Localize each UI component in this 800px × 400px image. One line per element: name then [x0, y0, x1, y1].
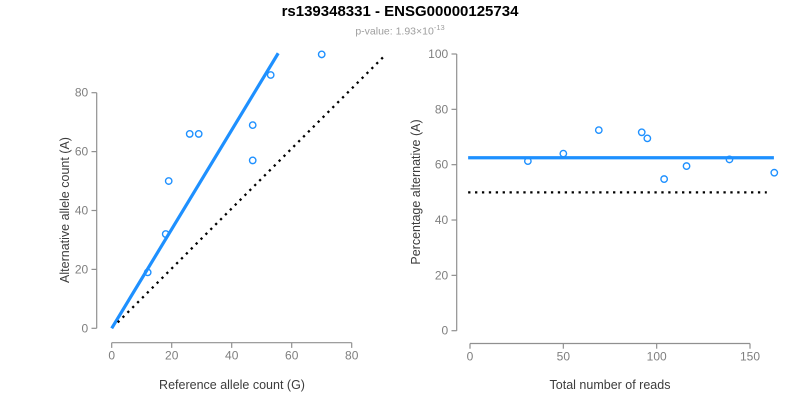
left-xaxis-title: Reference allele count (G) — [159, 378, 305, 392]
data-point — [682, 162, 691, 170]
right-yaxis-title: Percentage alternative (A) — [409, 119, 423, 265]
data-point — [559, 149, 568, 158]
x-tick-label: 50 — [557, 350, 571, 364]
data-point — [643, 134, 652, 143]
data-point — [317, 50, 326, 59]
y-tick-label: 0 — [442, 324, 449, 338]
data-point — [164, 177, 173, 185]
y-tick-label: 20 — [435, 268, 449, 282]
x-tick-label: 60 — [285, 349, 299, 363]
figure-title: rs139348331 - ENSG00000125734 — [281, 3, 519, 20]
y-tick-label: 20 — [75, 262, 89, 276]
fit-line — [110, 52, 280, 330]
data-point — [185, 130, 194, 138]
y-tick-label: 40 — [435, 213, 449, 227]
data-point — [725, 155, 734, 164]
left-plot: 0 20 40 60 80 0 20 40 60 80 — [75, 50, 386, 363]
data-point — [523, 157, 532, 165]
x-tick-label: 100 — [647, 350, 667, 364]
y-tick-label: 0 — [82, 321, 89, 335]
y-tick-label: 60 — [435, 158, 449, 172]
y-tick-label: 40 — [75, 204, 89, 218]
data-point — [161, 230, 170, 238]
x-tick-label: 0 — [108, 349, 115, 363]
x-tick-label: 0 — [467, 350, 474, 364]
y-tick-label: 100 — [428, 47, 448, 61]
data-point — [194, 130, 203, 138]
x-tick-label: 40 — [225, 349, 239, 363]
y-tick-label: 80 — [75, 86, 89, 100]
data-point — [594, 126, 603, 134]
x-tick-label: 80 — [345, 349, 359, 363]
data-point — [637, 128, 646, 137]
figure-subtitle: p-value: 1.93×10-13 — [0, 23, 800, 38]
left-yaxis-title: Alternative allele count (A) — [58, 137, 72, 283]
right-plot: 0 50 100 150 0 20 40 60 80 100 — [428, 47, 779, 364]
data-point — [248, 121, 257, 129]
data-point — [266, 71, 275, 79]
pvalue-text: p-value: 1.93×10 — [355, 25, 434, 38]
pvalue-exponent: -13 — [433, 23, 445, 32]
y-tick-label: 80 — [435, 102, 449, 116]
data-point — [770, 168, 779, 177]
x-tick-label: 20 — [165, 349, 179, 363]
data-point — [660, 175, 669, 183]
x-tick-label: 150 — [740, 350, 760, 364]
data-point — [248, 156, 257, 165]
y-tick-label: 60 — [75, 145, 89, 159]
right-xaxis-title: Total number of reads — [549, 378, 671, 392]
identity-line — [116, 54, 386, 324]
data-point — [143, 268, 152, 277]
